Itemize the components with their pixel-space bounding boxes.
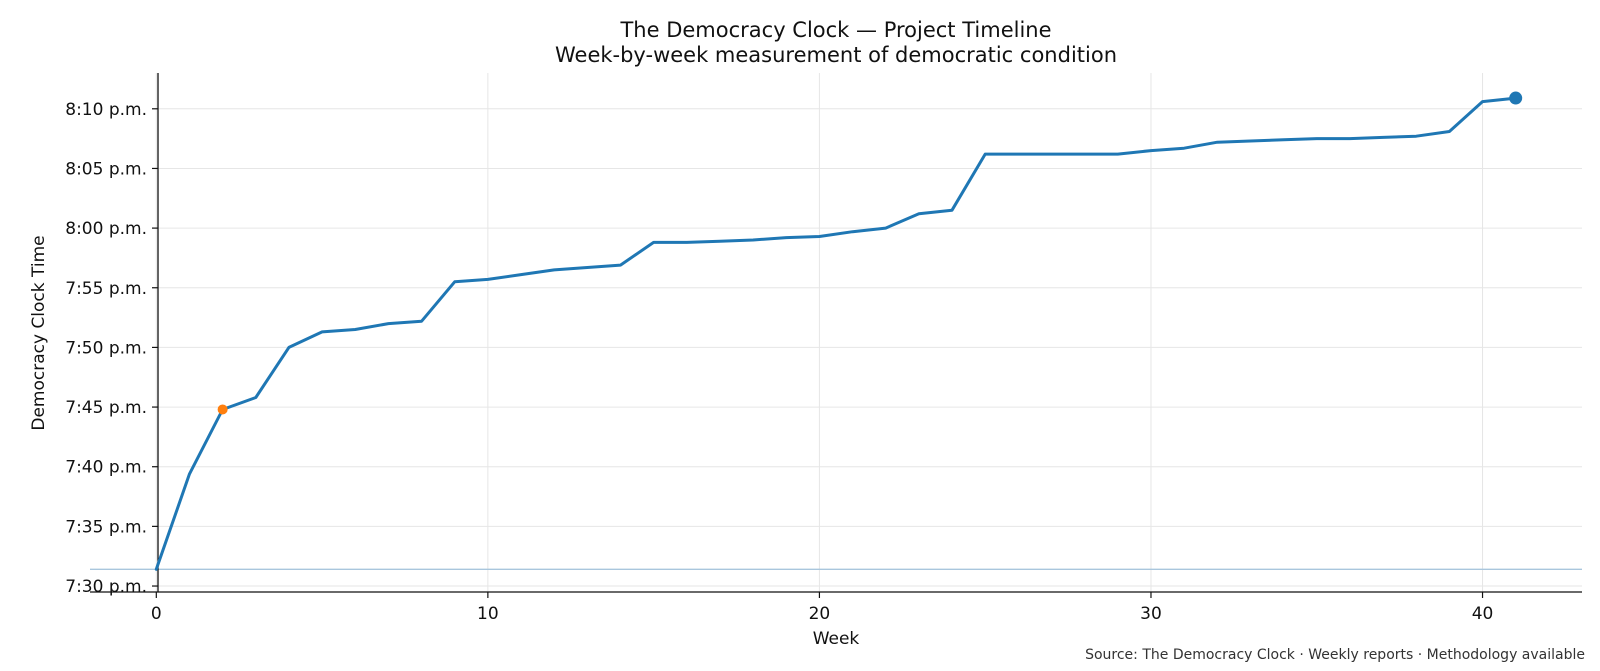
y-tick-label-0: 7:30 p.m.: [65, 577, 147, 597]
y-tick-label-6: 8:00 p.m.: [65, 219, 147, 239]
y-tick-label-3: 7:45 p.m.: [65, 398, 147, 418]
y-tick-label-8: 8:10 p.m.: [65, 100, 147, 120]
tick-labels: 0 10 20 30 40 7:30 p.m. 7:35 p.m. 7:40 p.m. 7:45…: [65, 100, 1493, 624]
y-tick-label-5: 7:55 p.m.: [65, 279, 147, 299]
x-tick-label-0: 0: [151, 604, 162, 624]
highlight-markers: [217, 91, 1523, 415]
x-axis-title: Week: [813, 629, 860, 649]
series-line-0: [154, 96, 1518, 571]
grid: [155, 73, 1582, 592]
y-axis-title: Democracy Clock Time: [29, 235, 49, 430]
source-note: Source: The Democracy Clock · Weekly rep…: [1085, 647, 1585, 663]
x-tick-label-1: 10: [477, 604, 499, 624]
x-tick-label-4: 40: [1472, 604, 1494, 624]
series-group: [154, 96, 1518, 571]
y-tick-label-2: 7:40 p.m.: [65, 458, 147, 478]
highlight-point-0: [217, 404, 228, 415]
y-tick-label-4: 7:50 p.m.: [65, 338, 147, 358]
chart-subtitle: Week-by-week measurement of democratic c…: [555, 43, 1117, 67]
chart-title: The Democracy Clock — Project Timeline: [619, 18, 1051, 42]
y-tick-label-1: 7:35 p.m.: [65, 517, 147, 537]
x-tick-label-2: 20: [809, 604, 831, 624]
highlight-point-1: [1509, 91, 1523, 105]
y-tick-label-7: 8:05 p.m.: [65, 159, 147, 179]
x-tick-label-3: 30: [1140, 604, 1162, 624]
axes: [90, 73, 1582, 598]
